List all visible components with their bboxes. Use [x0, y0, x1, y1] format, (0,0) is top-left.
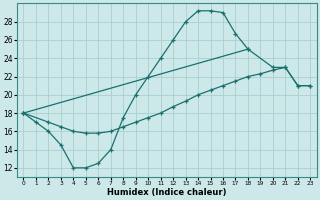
X-axis label: Humidex (Indice chaleur): Humidex (Indice chaleur): [107, 188, 227, 197]
